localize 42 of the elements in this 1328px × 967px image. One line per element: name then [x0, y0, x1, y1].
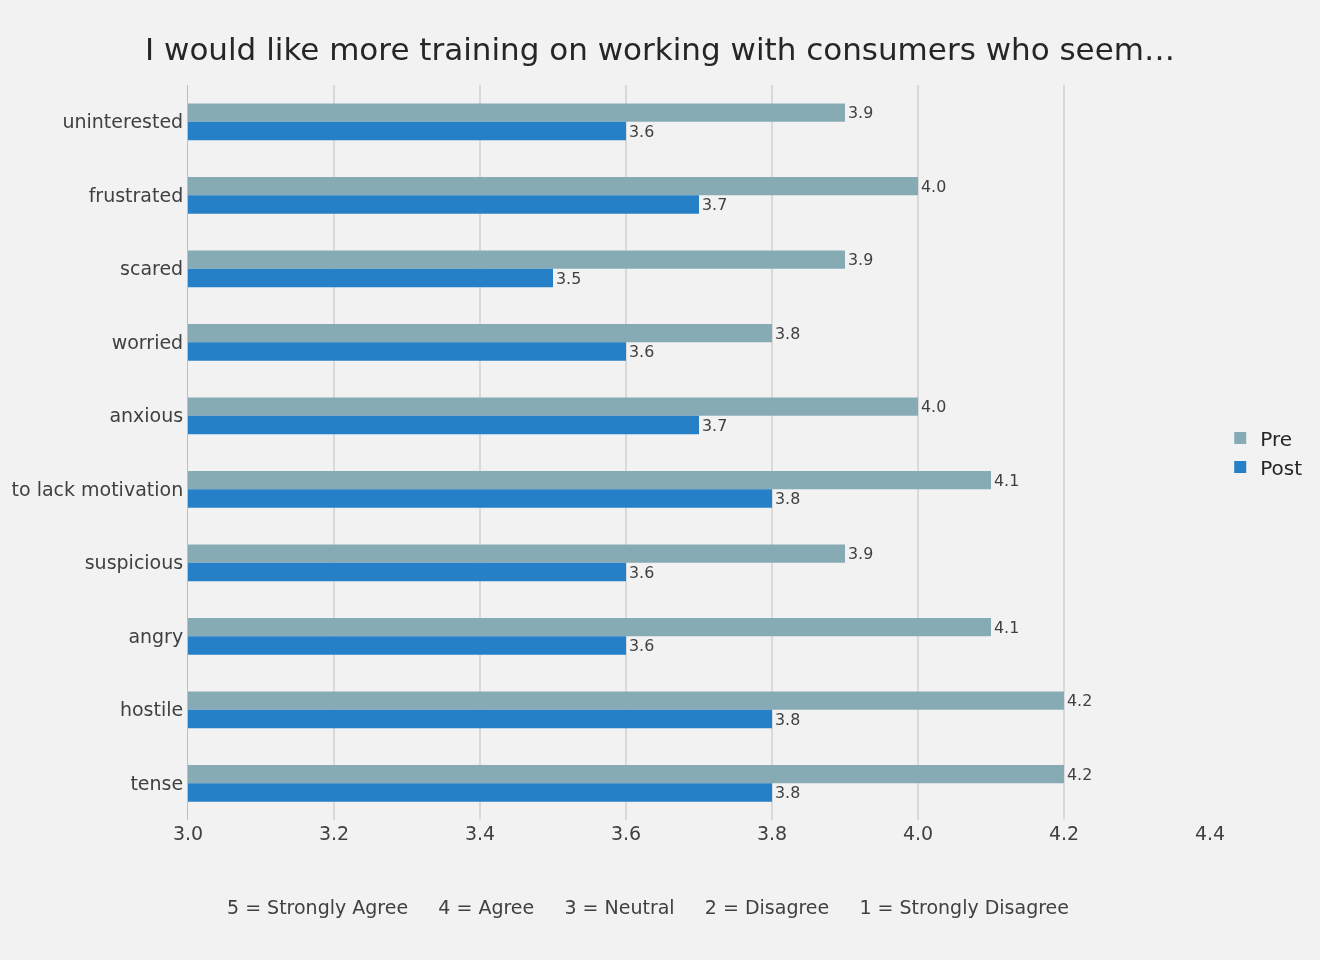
y-tick-label: angry	[128, 624, 184, 647]
x-tick-label: 3.6	[610, 822, 642, 844]
x-tick-label: 4.0	[902, 822, 934, 844]
y-tick-label: anxious	[109, 404, 184, 427]
data-label: 3.6	[629, 121, 655, 141]
data-label: 4.0	[921, 176, 947, 196]
data-label: 3.9	[848, 103, 874, 123]
chart-title: I would like more training on working with consumers who seem…	[145, 31, 1175, 68]
data-label: 3.6	[629, 636, 655, 656]
data-label: 4.1	[994, 617, 1020, 637]
y-tick-label: to lack motivation	[11, 477, 184, 500]
data-label: 4.1	[994, 470, 1020, 490]
y-tick-label: hostile	[119, 698, 184, 721]
y-tick-label: tense	[130, 771, 184, 794]
x-tick-label: 4.4	[1194, 822, 1226, 844]
data-label: 4.2	[1067, 691, 1093, 711]
data-label: 3.8	[775, 489, 801, 509]
y-tick-label: worried	[111, 330, 184, 353]
data-label: 3.8	[775, 709, 801, 729]
y-tick-label: uninterested	[62, 110, 184, 133]
data-label: 3.8	[775, 783, 801, 803]
y-tick-label: scared	[120, 257, 184, 280]
data-label: 3.6	[629, 562, 655, 582]
data-label: 4.2	[1067, 764, 1093, 784]
y-tick-label: frustrated	[88, 183, 184, 206]
text: 5 = Strongly Agree 4 = Agree 3 = Neutral 2 = Disagree 1 = Strongly Disagree	[227, 896, 1069, 918]
data-label: 3.5	[556, 268, 582, 288]
x-tick-label: 4.2	[1048, 822, 1080, 844]
legend-label: Post	[1260, 455, 1303, 480]
data-label: 3.7	[702, 415, 728, 435]
x-tick-label: 3.2	[318, 822, 350, 844]
y-tick-label: suspicious	[84, 551, 184, 574]
data-label: 3.6	[629, 342, 655, 362]
data-label: 4.0	[921, 397, 947, 417]
x-tick-label: 3.0	[172, 822, 204, 844]
x-tick-label: 3.4	[464, 822, 496, 844]
legend-label: Pre	[1260, 426, 1293, 451]
x-tick-label: 3.8	[756, 822, 788, 844]
data-label: 3.9	[848, 250, 874, 270]
data-label: 3.9	[848, 544, 874, 564]
data-label: 3.8	[775, 323, 801, 343]
data-label: 3.7	[702, 195, 728, 215]
